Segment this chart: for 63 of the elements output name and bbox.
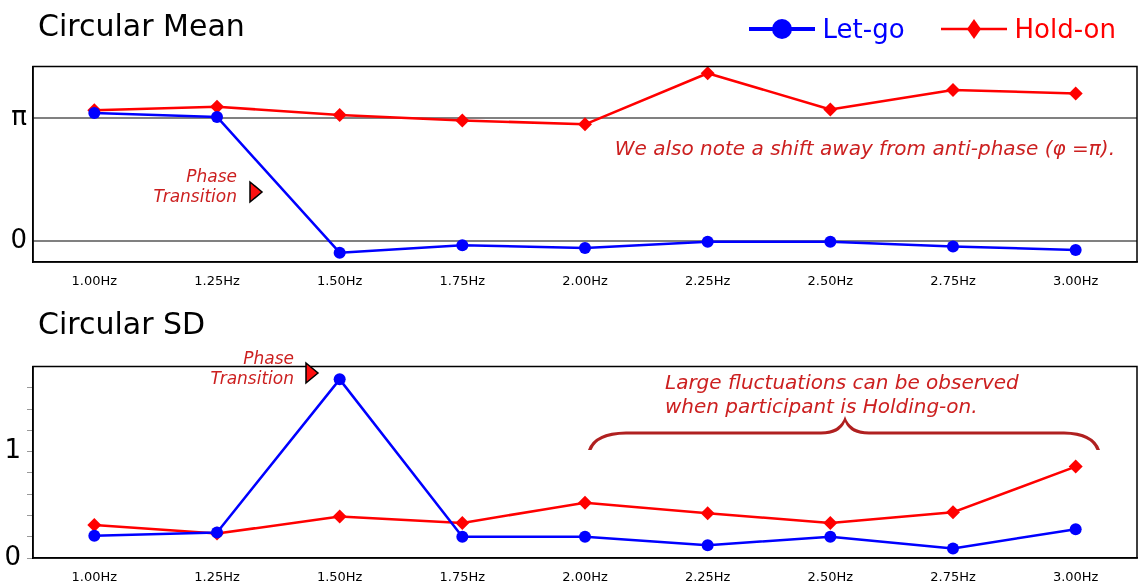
x-tick-label: 1.25Hz	[194, 273, 240, 289]
point	[579, 241, 591, 254]
point	[1069, 243, 1082, 256]
x-tick-label: 1.75Hz	[439, 273, 486, 289]
x-tick-label: 2.75Hz	[930, 273, 976, 289]
point	[332, 107, 347, 122]
point	[455, 515, 470, 530]
point	[947, 240, 959, 253]
point	[211, 110, 223, 123]
chart-title: Circular Mean	[38, 8, 245, 43]
legend-label: Let-go	[822, 14, 905, 44]
point	[456, 239, 469, 252]
x-tick-label: 2.25Hz	[684, 273, 731, 289]
point	[333, 373, 346, 386]
point	[88, 107, 101, 120]
point	[455, 113, 470, 128]
y-tick-label: 0	[4, 540, 21, 571]
point	[824, 530, 837, 543]
point	[700, 506, 715, 521]
point	[946, 505, 960, 520]
y-tick-label: π	[11, 101, 27, 132]
annotation: Phase Transition	[210, 348, 294, 389]
x-tick-label: 2.00Hz	[562, 569, 608, 585]
annotation: We also note a shift away from anti-phase (φ =π).	[614, 136, 1115, 160]
x-tick-label: 1.00Hz	[71, 569, 118, 585]
point	[87, 518, 102, 533]
x-tick-label: 2.50Hz	[807, 273, 854, 289]
point	[210, 99, 224, 114]
point	[579, 530, 591, 543]
point	[1069, 523, 1082, 536]
point	[456, 530, 469, 543]
point	[578, 117, 592, 132]
x-tick-label: 1.25Hz	[194, 569, 240, 585]
point	[333, 246, 346, 259]
x-tick-label: 1.50Hz	[316, 569, 363, 585]
y-tick-label: 1	[4, 434, 21, 465]
x-tick-label: 2.75Hz	[930, 569, 976, 585]
legend-label: Hold-on	[1014, 14, 1116, 44]
x-tick-label: 3.00Hz	[1052, 273, 1099, 289]
point	[823, 515, 838, 530]
x-tick-label: 2.50Hz	[807, 569, 854, 585]
annotation: Phase Transition	[153, 166, 237, 207]
point	[700, 66, 715, 81]
point	[946, 83, 960, 97]
point	[578, 495, 592, 510]
point	[824, 235, 837, 248]
x-tick-label: 2.00Hz	[562, 273, 608, 289]
point	[88, 529, 101, 542]
point	[1068, 459, 1083, 474]
x-tick-label: 1.50Hz	[316, 273, 363, 289]
point	[701, 539, 714, 552]
x-tick-label: 3.00Hz	[1052, 569, 1099, 585]
point	[947, 542, 959, 555]
point	[701, 235, 714, 248]
point	[332, 509, 347, 524]
y-tick-label: 0	[10, 223, 27, 254]
point	[1068, 86, 1083, 101]
x-tick-label: 1.75Hz	[439, 569, 486, 585]
x-tick-label: 1.00Hz	[71, 273, 118, 289]
chart-title: Circular SD	[38, 306, 206, 341]
annotation: Large fluctuations can be observed when participant is Holding-on.	[665, 370, 1020, 418]
x-tick-label: 2.25Hz	[684, 569, 731, 585]
point	[823, 102, 838, 117]
